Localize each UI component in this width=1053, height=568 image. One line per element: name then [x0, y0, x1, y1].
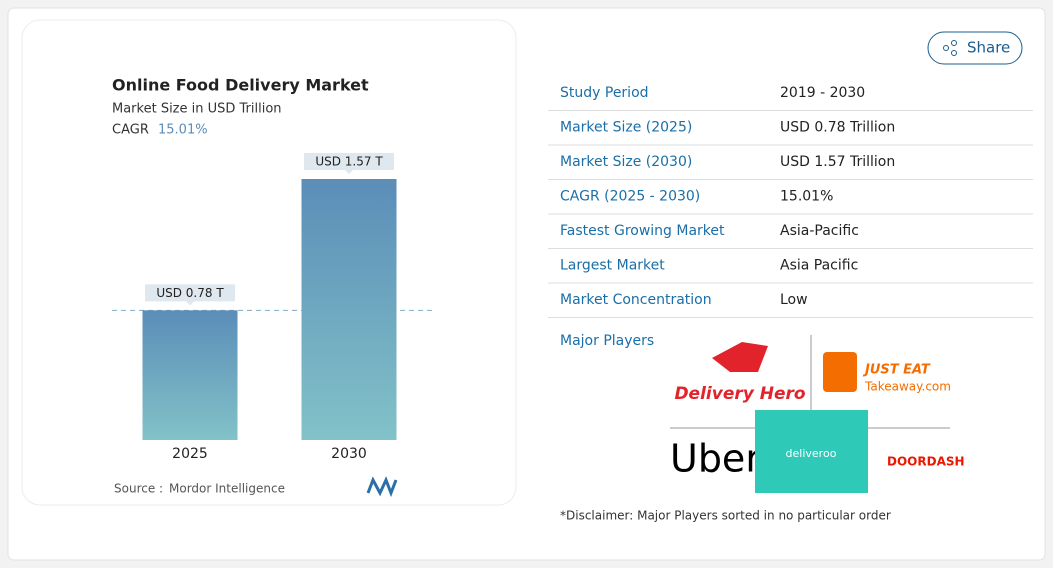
source-label: Source :	[114, 482, 163, 496]
x-tick-label: 2030	[331, 446, 367, 462]
row-label: Market Size (2030)	[560, 154, 692, 170]
logo-just-eat: JUST EAT	[862, 363, 931, 378]
deliveroo-tile	[755, 410, 868, 493]
row-label: Study Period	[560, 85, 649, 101]
row-value: USD 0.78 Trillion	[780, 120, 895, 136]
row-value: 2019 - 2030	[780, 85, 865, 101]
share-icon	[951, 40, 957, 46]
just-eat-icon	[823, 352, 857, 392]
share-outline[interactable]	[927, 31, 1023, 65]
row-label: Largest Market	[560, 258, 665, 274]
chart-subtitle: Market Size in USD Trillion	[112, 102, 282, 117]
share-icon	[943, 45, 949, 51]
logo-takeaway: Takeaway.com	[864, 380, 951, 394]
cagr-value: 15.01%	[158, 123, 208, 138]
source-logo	[366, 476, 398, 498]
logo-delivery-hero: Delivery Hero	[674, 384, 805, 404]
value-callout	[304, 153, 394, 174]
major-players-title: Major Players	[560, 333, 654, 349]
share-button[interactable]: Share	[927, 31, 1023, 65]
row-value: USD 1.57 Trillion	[780, 154, 895, 170]
logo-uber: Uber	[670, 437, 761, 481]
row-value: Asia Pacific	[780, 258, 858, 274]
row-value: Asia-Pacific	[780, 223, 859, 239]
value-callout	[145, 284, 235, 306]
logo-deliveroo: deliveroo	[786, 447, 837, 460]
cagr-label: CAGR	[112, 123, 149, 138]
bar	[142, 310, 238, 440]
share-icon	[951, 50, 957, 56]
row-value: Low	[780, 292, 808, 308]
x-tick-label: 2025	[172, 446, 208, 462]
bar	[301, 179, 397, 440]
row-label: Fastest Growing Market	[560, 223, 725, 239]
logo-doordash: DOORDASH	[887, 455, 965, 469]
value-label: USD 1.57 T	[315, 155, 383, 169]
share-label[interactable]: Share	[967, 39, 1010, 57]
delivery-hero-icon	[712, 342, 768, 372]
row-label: Market Concentration	[560, 292, 712, 308]
disclaimer: *Disclaimer: Major Players sorted in no …	[560, 509, 891, 523]
chart-title: Online Food Delivery Market	[112, 76, 369, 95]
row-label: Market Size (2025)	[560, 120, 692, 136]
value-label: USD 0.78 T	[156, 286, 224, 300]
row-value: 15.01%	[780, 189, 833, 205]
source: Mordor Intelligence	[169, 482, 285, 496]
row-label: CAGR (2025 - 2030)	[560, 189, 700, 205]
